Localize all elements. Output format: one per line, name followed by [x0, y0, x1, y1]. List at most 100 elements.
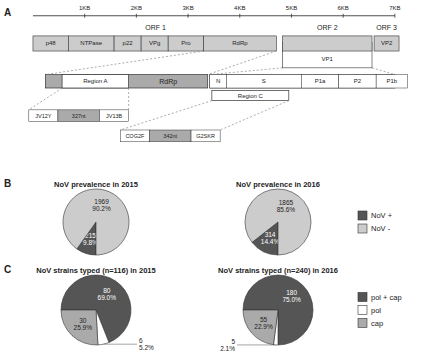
label-line: cap — [371, 319, 383, 328]
ruler-tick — [291, 14, 292, 18]
gene-segment — [33, 36, 68, 51]
label-line: 1969 — [94, 198, 109, 205]
legend-swatch — [358, 319, 367, 328]
label-line: VP2 — [381, 40, 393, 46]
primer-box — [191, 130, 220, 142]
vp1-segment — [376, 75, 407, 88]
data-label: 65.2% — [139, 337, 154, 351]
label-line: 14.4% — [261, 238, 280, 245]
label-line: G2SKR — [196, 133, 215, 139]
gene-segment — [114, 36, 141, 51]
gene-segment — [68, 36, 114, 51]
label-line: JV13B — [106, 113, 123, 119]
segment-label: P1b — [386, 78, 397, 84]
ruler-tick — [136, 14, 137, 18]
label-line: 6 — [139, 337, 143, 344]
label-line: Region C — [238, 93, 264, 99]
label-line: VP1 — [322, 56, 334, 62]
ruler-label: 1KB — [79, 5, 90, 11]
primer-label: 327nt — [72, 113, 86, 119]
data-label: 186585.6% — [277, 199, 296, 213]
label-line: 80 — [103, 287, 111, 294]
region-c-box — [212, 91, 289, 101]
primer-box — [58, 110, 100, 122]
label-line: 22.9% — [254, 323, 273, 330]
legend-label: pol + cap — [371, 293, 402, 302]
rdrp-zoom — [45, 75, 207, 88]
label-line: C — [4, 264, 11, 275]
legend-label: pol — [371, 306, 381, 315]
label-line: NoV prevalence in 2016 — [236, 180, 320, 189]
pie-slice: cap — [61, 310, 98, 345]
label-line: 3KB — [182, 5, 193, 11]
ruler-label: 2KB — [131, 5, 142, 11]
label-line: Pro — [181, 40, 191, 46]
primer-label: JV13B — [106, 113, 123, 119]
label-line: A — [4, 7, 11, 18]
label-line: S — [262, 78, 266, 84]
segment-label: P1a — [315, 78, 326, 84]
label-line: 69.0% — [98, 294, 117, 301]
legend-label: cap — [371, 319, 383, 328]
gene-label: VP1 — [322, 56, 334, 62]
label-line: NTPase — [80, 40, 102, 46]
label-line: p22 — [123, 40, 134, 46]
zoom-connector — [120, 101, 212, 130]
primer-box — [120, 130, 149, 142]
zoom-connector — [208, 51, 277, 75]
label-line: VPg — [149, 40, 160, 46]
label-line: 327nt — [72, 113, 86, 119]
label-line: B — [4, 178, 11, 189]
label-line: p48 — [46, 40, 57, 46]
label-line: 4KB — [234, 5, 245, 11]
label-line: RdRp — [159, 78, 177, 86]
legend: pol + cap pol cap — [358, 293, 402, 328]
gene-label: RdRp — [232, 40, 248, 46]
primer-label: COG2F — [125, 133, 145, 139]
label-line: pol + cap — [371, 293, 402, 302]
pie-chart: NoV prevalence in 2016NoV +31414.4%NoV -… — [236, 180, 320, 256]
orf-label: ORF 2 — [317, 24, 338, 31]
pie-slice: pol + cap — [243, 275, 313, 345]
ruler-tick — [188, 14, 189, 18]
legend-swatch — [358, 293, 367, 302]
rdrp-label: RdRp — [159, 78, 177, 86]
vp1-segment — [339, 75, 376, 88]
label-leader — [104, 344, 137, 345]
ruler-label: 5KB — [286, 5, 297, 11]
label-line: N — [216, 78, 220, 84]
ruler-label: 3KB — [182, 5, 193, 11]
label-line: 342nt — [163, 133, 177, 139]
label-line: P2 — [354, 78, 362, 84]
data-label: 5522.9% — [254, 316, 273, 330]
primer-label: 342nt — [163, 133, 177, 139]
panel-label: C — [4, 264, 11, 275]
label-line: 314 — [265, 231, 276, 238]
label-line: 90.2% — [92, 205, 111, 212]
gene-label: VPg — [149, 40, 160, 46]
label-line: 30 — [79, 317, 87, 324]
pie-chart: CNoV strains typed (n=116) in 2015pol + … — [4, 264, 156, 352]
label-line: JV12Y — [35, 113, 52, 119]
label-line: Region A — [83, 78, 107, 84]
label-line: ORF 1 — [145, 24, 166, 31]
region-label: Region A — [83, 78, 107, 84]
label-line: 85.6% — [277, 206, 296, 213]
gene-label: p22 — [123, 40, 134, 46]
label-line: 25.9% — [74, 324, 93, 331]
vp1-segment — [226, 75, 301, 88]
label-leader — [237, 344, 276, 345]
pie-title: NoV prevalence in 2015 — [54, 180, 138, 189]
genome-diagram: A1KB2KB3KB4KB5KB6KB7KBORF 1ORF 2ORF 3p48… — [4, 5, 407, 142]
zoom-connector — [372, 68, 395, 75]
panel-label: B — [4, 178, 11, 189]
pie-chart: NoV strains typed (n=240) in 2016pol + c… — [218, 266, 338, 353]
orf-label: ORF 3 — [376, 24, 397, 31]
label-line: 6KB — [338, 5, 349, 11]
zoom-connector — [45, 51, 203, 75]
data-label: 8069.0% — [98, 287, 117, 301]
ruler-tick — [84, 14, 85, 18]
panel-label: A — [4, 7, 11, 18]
ruler — [33, 15, 395, 16]
legend-swatch — [358, 211, 367, 220]
